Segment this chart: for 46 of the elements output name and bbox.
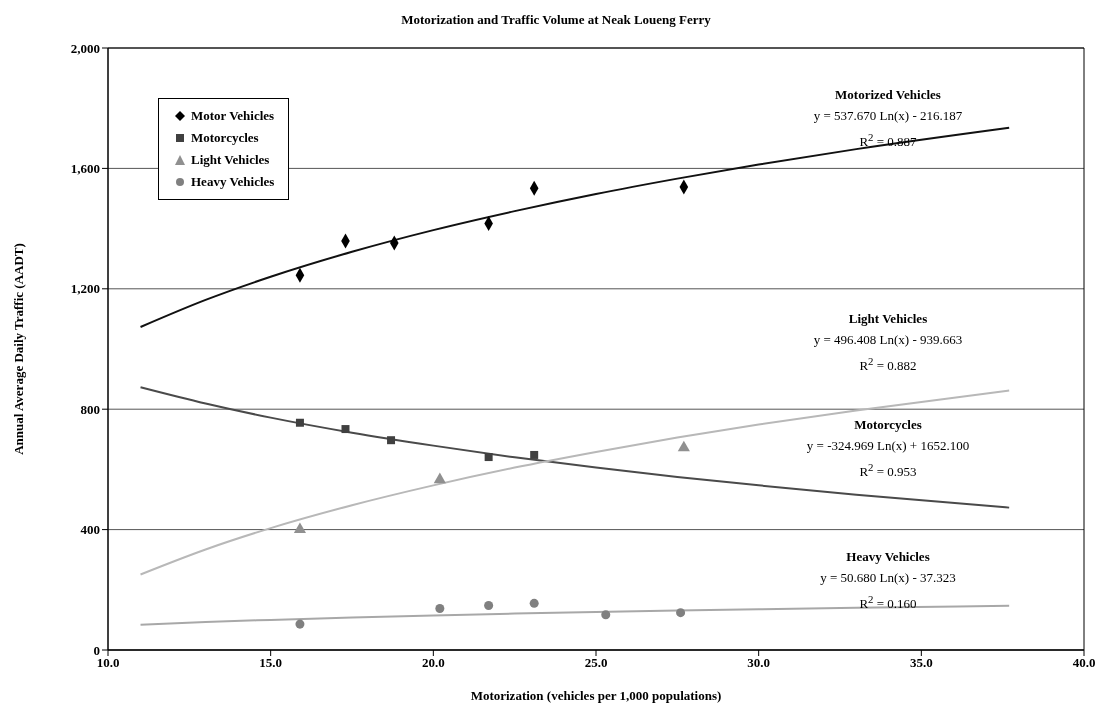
x-tick-label: 30.0 (747, 655, 771, 671)
point (293, 522, 307, 534)
point (601, 610, 611, 620)
y-tick-label: 800 (80, 401, 100, 417)
annotation: R$^{2}$ = 0.882 (858, 354, 918, 376)
x-tick-label: 15.0 (259, 655, 283, 671)
x-axis-title: Motorization (vehicles per 1,000 populations) (470, 688, 722, 703)
point (295, 418, 304, 427)
annotation: Motorized Vehicles (834, 86, 942, 104)
point (387, 436, 396, 445)
point (484, 600, 494, 610)
x-tick-label: 35.0 (909, 655, 933, 671)
point (341, 425, 350, 434)
legend-label: Motor Vehicles (191, 108, 275, 124)
annotation: Heavy Vehicles (845, 548, 931, 566)
point (676, 608, 686, 618)
annotation: y = -324.969 Ln(x) + 1652.100 (805, 437, 971, 455)
legend-label: Motorcycles (191, 130, 259, 146)
point (530, 450, 539, 459)
legend-label: Heavy Vehicles (191, 174, 275, 190)
y-tick-label: 1,200 (70, 281, 100, 297)
x-tick-label: 40.0 (1072, 655, 1096, 671)
y-tick-label: 1,600 (70, 161, 100, 177)
x-tick-label: 20.0 (421, 655, 445, 671)
y-tick-label: 400 (80, 522, 100, 538)
annotation: y = 496.408 Ln(x) - 939.663 (812, 331, 964, 349)
annotation: Light Vehicles (847, 310, 929, 328)
point (433, 472, 446, 484)
chart-title: Motorization and Traffic Volume at Neak Loueng Ferry (400, 11, 712, 29)
annotation: R$^{2}$ = 0.953 (858, 460, 918, 482)
annotation: y = 50.680 Ln(x) - 37.323 (819, 569, 957, 587)
x-tick-label: 10.0 (96, 655, 120, 671)
annotation: R$^{2}$ = 0.160 (858, 592, 918, 614)
y-tick-label: 0 (93, 642, 100, 658)
y-tick-label: 2,000 (70, 40, 100, 56)
point (529, 598, 539, 608)
annotation: y = 537.670 Ln(x) - 216.187 (812, 107, 964, 125)
annotation: Motorcycles (853, 416, 923, 434)
point (435, 603, 445, 613)
point (295, 619, 305, 629)
y-axis-title: Annual Average Daily Traffic (AADT) (10, 243, 26, 455)
legend-label: Light Vehicles (191, 152, 270, 168)
point (484, 453, 493, 462)
x-tick-label: 25.0 (584, 655, 608, 671)
point (677, 440, 690, 452)
line-series (139, 126, 1011, 329)
